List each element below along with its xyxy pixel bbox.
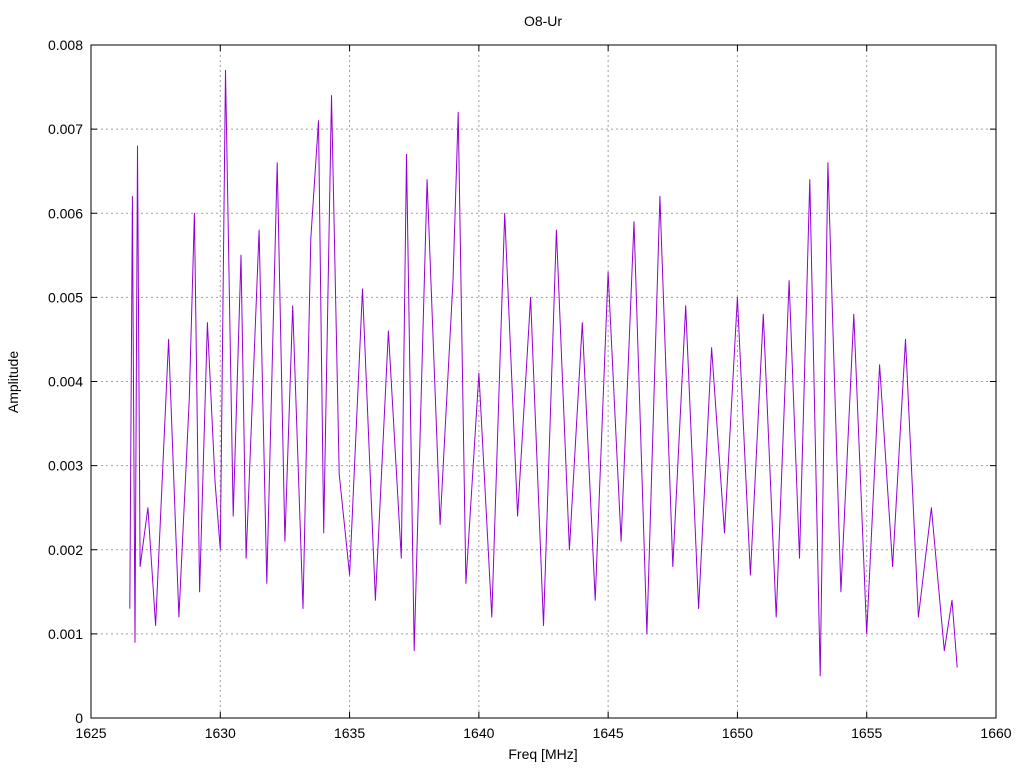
y-tick-label: 0.005 (48, 289, 83, 305)
tick-layer: 1625 1630 1635 1640 1645 1650 1655 1660 0 0.001 0.… (48, 37, 1012, 741)
x-tick-label: 1625 (75, 725, 106, 741)
series-layer (129, 69, 958, 677)
y-tick-label: 0.003 (48, 458, 83, 474)
y-tick-label: 0 (75, 710, 83, 726)
x-tick-label: 1650 (722, 725, 753, 741)
y-tick-label: 0.004 (48, 374, 83, 390)
series-line (129, 69, 958, 677)
x-tick-label: 1655 (851, 725, 882, 741)
x-tick-label: 1635 (334, 725, 365, 741)
y-tick-label: 0.008 (48, 37, 83, 53)
chart-title: O8-Ur (524, 13, 562, 29)
x-axis-label: Freq [MHz] (508, 746, 577, 762)
y-tick-label: 0.007 (48, 121, 83, 137)
x-tick-label: 1640 (463, 725, 494, 741)
y-tick-label: 0.001 (48, 626, 83, 642)
y-tick-label: 0.006 (48, 205, 83, 221)
x-tick-label: 1645 (593, 725, 624, 741)
y-axis-label: Amplitude (5, 351, 21, 413)
x-tick-label: 1660 (980, 725, 1011, 741)
y-tick-label: 0.002 (48, 542, 83, 558)
x-tick-label: 1630 (205, 725, 236, 741)
